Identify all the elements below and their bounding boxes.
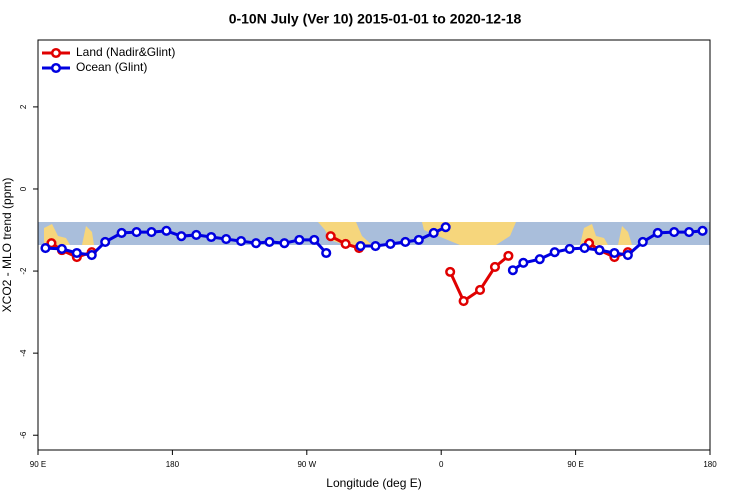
land-patch <box>82 226 94 245</box>
land-patch <box>618 226 632 245</box>
x-tick-label: 90 E <box>30 460 46 469</box>
data-point <box>221 233 232 245</box>
data-point <box>385 238 396 250</box>
data-point <box>697 225 708 236</box>
data-point <box>40 243 51 254</box>
data-point <box>684 227 695 238</box>
data-point <box>340 238 351 250</box>
data-point <box>100 236 111 247</box>
data-point <box>236 236 247 247</box>
data-point <box>176 231 187 242</box>
y-tick-label: -2 <box>19 267 28 275</box>
data-point <box>507 265 518 276</box>
data-point <box>400 236 411 247</box>
series-line <box>50 234 629 304</box>
y-tick-label: 0 <box>19 186 28 191</box>
data-point <box>161 225 172 236</box>
data-point <box>609 247 620 259</box>
data-point <box>579 243 590 254</box>
data-point <box>474 284 486 295</box>
data-point <box>206 231 217 243</box>
x-tick-label: 180 <box>166 460 180 469</box>
ocean-band <box>38 222 710 245</box>
data-point <box>458 295 469 307</box>
data-point <box>652 227 663 238</box>
data-point <box>116 227 127 238</box>
y-axis-label: XCO2 - MLO trend (ppm) <box>0 178 14 313</box>
data-point <box>669 227 680 238</box>
data-point <box>549 247 560 258</box>
x-tick-label: 90 W <box>297 460 316 469</box>
x-tick-label: 180 <box>703 460 717 469</box>
data-point <box>413 234 424 245</box>
data-point <box>71 247 82 259</box>
data-point <box>428 227 439 238</box>
data-point <box>594 245 605 256</box>
data-point <box>355 240 366 252</box>
data-point <box>146 227 157 238</box>
x-tick-label: 90 E <box>567 460 583 469</box>
data-point <box>325 231 336 242</box>
x-tick-label: 0 <box>439 460 444 469</box>
y-tick-label: -4 <box>19 349 28 357</box>
data-point <box>321 247 332 259</box>
data-point <box>503 250 514 261</box>
legend-marker <box>50 47 62 59</box>
data-point <box>294 234 305 245</box>
data-point <box>518 257 529 268</box>
data-point <box>489 261 501 273</box>
plot-box <box>37 39 711 451</box>
data-point <box>445 266 456 277</box>
legend-label: Land (Nadir&Glint) <box>76 45 175 59</box>
data-point <box>131 227 142 238</box>
data-point <box>86 250 97 261</box>
chart-title: 0-10N July (Ver 10) 2015-01-01 to 2020-1… <box>229 11 522 27</box>
data-point <box>279 238 290 249</box>
data-point <box>637 236 648 247</box>
data-point <box>622 250 633 261</box>
data-point <box>534 254 545 265</box>
data-point <box>440 222 451 233</box>
data-point <box>250 238 262 249</box>
x-axis-label: Longitude (deg E) <box>326 476 421 490</box>
data-point <box>191 229 202 240</box>
y-tick-label: -6 <box>19 431 28 439</box>
data-point <box>264 236 275 247</box>
legend-marker <box>50 62 62 74</box>
legend-label: Ocean (Glint) <box>76 60 147 74</box>
data-point <box>564 243 575 254</box>
y-tick-label: 2 <box>19 104 28 109</box>
data-point <box>370 240 381 252</box>
data-point <box>309 234 320 245</box>
data-point <box>56 243 67 254</box>
